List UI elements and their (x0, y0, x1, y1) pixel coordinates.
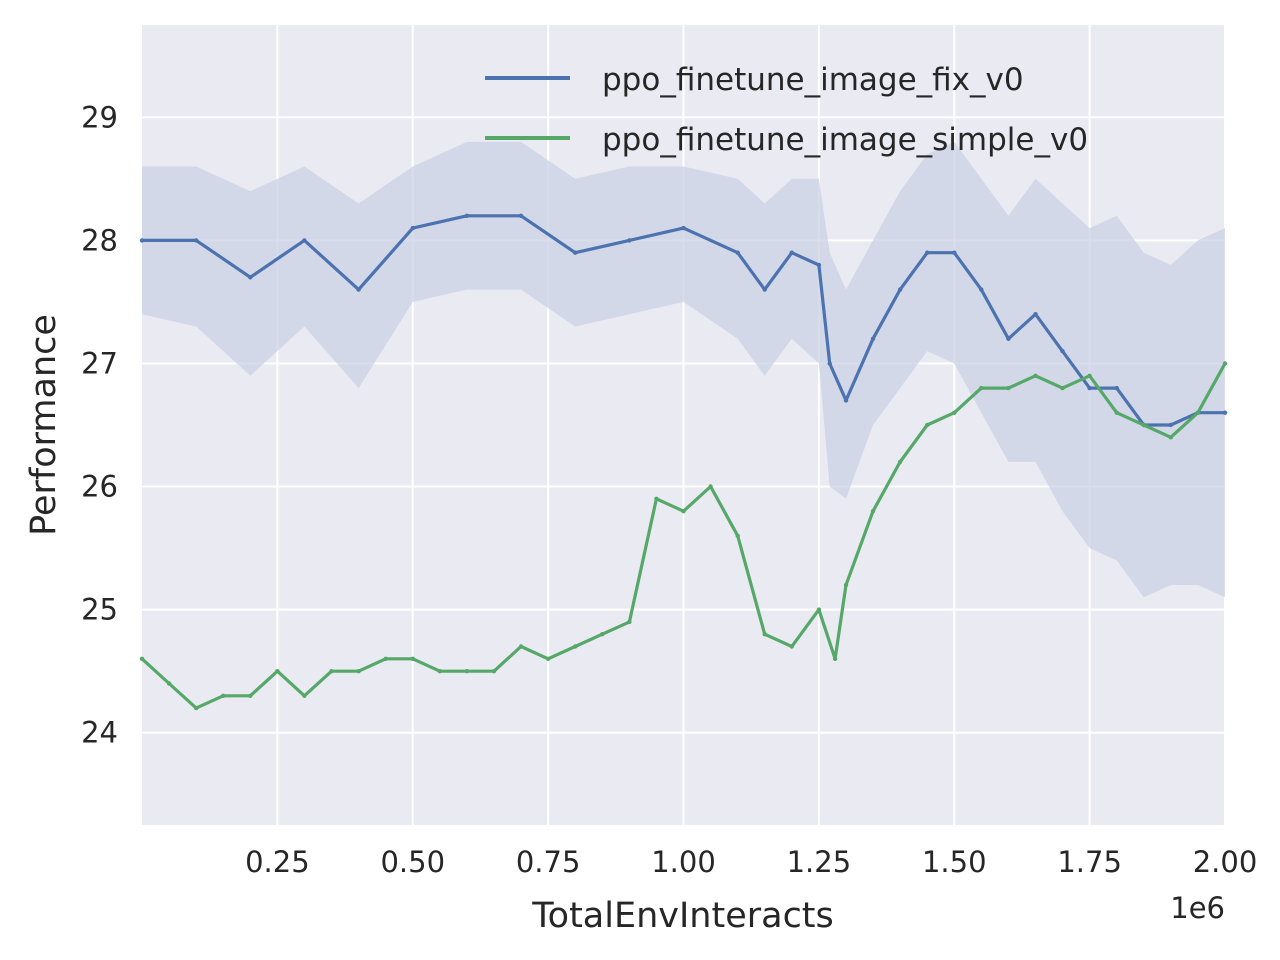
data-point (248, 693, 253, 698)
x-offset-label: 1e6 (1170, 891, 1225, 925)
data-point (464, 669, 470, 674)
data-point (827, 361, 832, 366)
data-point (1087, 373, 1092, 378)
data-point (1087, 385, 1092, 391)
y-tick-label: 24 (81, 716, 118, 750)
data-point (1222, 361, 1228, 366)
data-point (1168, 422, 1174, 428)
x-tick-label: 0.50 (380, 845, 445, 879)
data-point (1006, 385, 1011, 391)
data-point (356, 287, 361, 292)
legend: ppo_finetune_image_fix_v0 ppo_finetune_i… (485, 62, 1088, 158)
data-point (897, 287, 903, 292)
data-point (681, 225, 686, 231)
data-point (843, 398, 849, 403)
y-tick-label: 29 (81, 100, 118, 134)
data-point (410, 656, 415, 661)
data-point (221, 693, 226, 698)
y-tick-label: 28 (81, 223, 118, 257)
data-point (275, 669, 280, 674)
data-point (897, 459, 903, 465)
x-tick-label: 1.25 (787, 845, 852, 879)
data-point (1033, 312, 1038, 317)
data-point (139, 656, 145, 661)
data-point (302, 238, 307, 243)
data-point (573, 644, 578, 649)
data-point (735, 533, 740, 538)
data-point (925, 422, 930, 428)
legend-label-fix: ppo_finetune_image_fix_v0 (602, 62, 1024, 98)
series-line-1 (140, 362, 1227, 710)
data-point (681, 509, 686, 514)
data-point (437, 669, 442, 674)
data-point (1222, 410, 1228, 415)
data-point (1114, 410, 1119, 415)
data-point (925, 250, 930, 255)
x-tick-label: 0.25 (245, 845, 310, 879)
data-point (843, 582, 849, 588)
x-tick-label: 2.00 (1193, 845, 1258, 879)
data-point (952, 250, 957, 255)
data-point (1033, 373, 1038, 378)
data-point (654, 496, 659, 501)
series-lines (139, 213, 1228, 711)
data-point (545, 656, 551, 661)
data-point (573, 250, 578, 255)
data-point (166, 681, 172, 686)
y-tick-labels: 24 25 26 27 28 29 (81, 100, 118, 749)
data-point (464, 213, 470, 218)
grid (142, 25, 1226, 825)
data-point (1060, 349, 1065, 354)
data-point (735, 250, 740, 255)
data-point (302, 693, 307, 698)
data-point (248, 275, 253, 280)
data-point (816, 607, 822, 612)
data-point (789, 644, 794, 649)
y-tick-label: 26 (81, 470, 118, 504)
data-point (762, 632, 767, 637)
confidence-band-0 (142, 141, 1225, 598)
y-tick-label: 25 (81, 593, 118, 627)
data-point (789, 250, 794, 255)
data-point (1141, 422, 1147, 428)
data-point (627, 619, 632, 625)
x-tick-labels: 0.25 0.50 0.75 1.00 1.25 1.50 1.75 2.00 (245, 845, 1257, 879)
y-tick-label: 27 (81, 346, 118, 380)
data-point (1195, 410, 1201, 415)
data-point (762, 287, 767, 292)
data-point (356, 669, 361, 674)
data-point (870, 336, 876, 341)
data-point (870, 509, 876, 514)
legend-label-simple: ppo_finetune_image_simple_v0 (602, 122, 1088, 158)
data-point (627, 238, 632, 243)
data-point (139, 238, 145, 243)
data-point (194, 705, 199, 711)
data-point (979, 385, 984, 391)
x-axis-title: TotalEnvInteracts (531, 896, 834, 936)
data-point (708, 484, 713, 489)
data-point (979, 287, 984, 292)
data-point (410, 225, 415, 231)
data-point (491, 669, 497, 674)
x-tick-label: 1.00 (651, 845, 716, 879)
x-tick-label: 1.75 (1057, 845, 1122, 879)
data-point (816, 262, 822, 268)
data-point (194, 238, 199, 243)
data-point (832, 656, 838, 661)
data-point (600, 632, 605, 637)
data-point (329, 669, 334, 674)
x-tick-label: 0.75 (516, 845, 581, 879)
x-tick-label: 1.50 (922, 845, 987, 879)
data-point (1006, 336, 1011, 341)
data-point (518, 644, 524, 649)
data-point (383, 656, 388, 661)
data-point (518, 213, 524, 218)
data-point (1060, 385, 1065, 391)
y-axis-title: Performance (24, 314, 64, 536)
data-point (952, 410, 957, 415)
data-point (1168, 435, 1174, 440)
confidence-bands (142, 141, 1225, 598)
data-point (1114, 385, 1119, 391)
